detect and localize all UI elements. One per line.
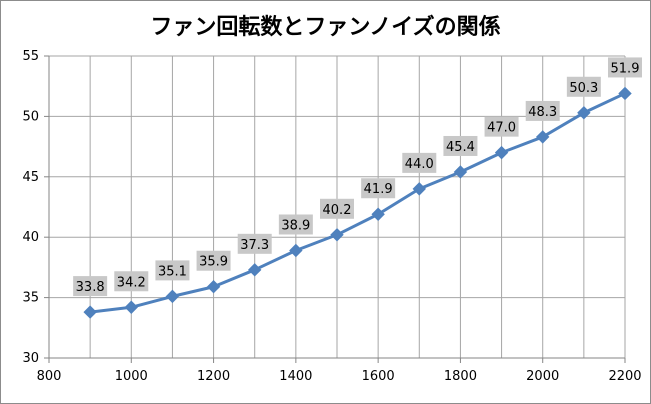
data-label-text: 50.3: [569, 81, 598, 96]
data-label-text: 35.1: [158, 264, 187, 279]
x-tick-label: 800: [37, 369, 62, 384]
data-label-background: [566, 76, 601, 97]
data-point-marker: [577, 106, 591, 120]
x-tick-label: 1400: [279, 369, 312, 384]
data-label: 33.8: [73, 276, 108, 297]
data-label-text: 37.3: [240, 238, 269, 253]
chart-title: ファン回転数とファンノイズの関係: [150, 15, 501, 40]
x-tick-label: 1800: [444, 369, 477, 384]
data-label-background: [361, 178, 396, 199]
data-point-marker: [289, 243, 303, 258]
data-label: 50.3: [566, 76, 601, 97]
x-tick-label: 2200: [608, 369, 641, 384]
y-tick-label: 40: [22, 230, 39, 245]
data-point-marker: [371, 207, 385, 221]
data-label-background: [402, 152, 437, 173]
data-label-text: 35.9: [199, 255, 228, 270]
data-point-marker: [494, 145, 509, 160]
data-label-text: 40.2: [323, 203, 352, 218]
y-tick-label: 35: [22, 291, 39, 306]
data-label-background: [525, 100, 560, 121]
data-label: 34.2: [114, 271, 149, 292]
data-label-background: [484, 116, 519, 137]
data-label-background: [73, 276, 108, 297]
y-tick-label: 55: [22, 49, 39, 64]
data-point-marker: [330, 228, 344, 242]
data-label-text: 41.9: [364, 182, 393, 197]
data-point-marker: [536, 130, 550, 144]
data-label-background: [114, 271, 149, 292]
x-tick-label: 1600: [362, 369, 395, 384]
data-label: 41.9: [361, 178, 396, 199]
data-label-background: [278, 214, 313, 235]
data-point-marker: [453, 165, 468, 179]
data-point-marker: [412, 182, 426, 196]
series-line: [89, 92, 626, 314]
data-label: 44.0: [402, 152, 437, 173]
data-label-background: [196, 250, 231, 271]
x-tick-label: 1000: [115, 369, 148, 384]
data-point-marker: [618, 86, 632, 101]
data-label-text: 33.8: [76, 280, 105, 295]
data-point-marker: [165, 289, 180, 304]
data-label-text: 51.9: [611, 61, 640, 76]
data-label: 40.2: [320, 198, 354, 219]
data-label-background: [608, 57, 642, 78]
data-label: 47.0: [484, 116, 519, 137]
data-label: 35.1: [155, 260, 190, 281]
data-label-text: 48.3: [528, 105, 557, 120]
data-label-background: [237, 233, 272, 254]
data-point-marker: [83, 305, 97, 319]
data-label: 45.4: [443, 135, 478, 156]
data-label: 48.3: [525, 100, 560, 121]
data-point-marker: [124, 300, 138, 314]
y-tick-label: 30: [22, 351, 39, 366]
data-label-text: 45.4: [446, 140, 475, 155]
y-tick-label: 45: [22, 170, 39, 185]
data-label-text: 47.0: [487, 121, 516, 136]
x-tick-label: 1200: [197, 369, 230, 384]
data-label: 38.9: [278, 214, 313, 235]
data-label-background: [155, 260, 190, 281]
data-label: 51.9: [608, 57, 642, 78]
y-tick-label: 50: [22, 109, 39, 124]
data-label-text: 38.9: [281, 218, 310, 233]
x-tick-label: 2000: [526, 369, 559, 384]
data-point-marker: [248, 263, 262, 277]
data-label-background: [320, 198, 354, 219]
data-point-marker: [206, 280, 221, 294]
data-label-text: 44.0: [405, 157, 434, 172]
data-label: 35.9: [196, 250, 231, 271]
data-label-text: 34.2: [117, 275, 146, 290]
data-label: 37.3: [237, 233, 272, 254]
data-label-background: [443, 135, 478, 156]
